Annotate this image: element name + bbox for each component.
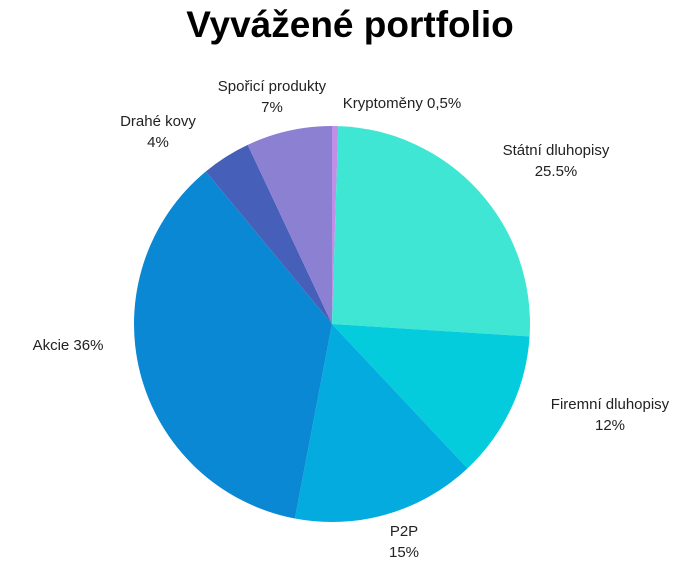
pie-slice-kryptomeny [332,126,339,324]
slice-label-statni-dluhopisy: Státní dluhopisy 25.5% [503,142,610,180]
chart-title: Vyvážené portfolio [186,4,514,45]
pie-slice-firemni-dluhopisy [332,324,530,469]
slice-label-p2p: P2P 15% [389,523,419,561]
slice-label-sporici-produkty: Spořicí produkty 7% [218,78,327,116]
pie-slice-sporici-produkty [247,126,332,324]
pie-slice-statni-dluhopisy [332,126,531,337]
pie-slice-drahe-kovy [205,144,332,324]
slice-label-firemni-dluhopisy: Firemní dluhopisy 12% [551,396,670,434]
slice-label-kryptomeny: Kryptoměny 0,5% [343,95,461,112]
pie-slice-p2p [294,324,468,522]
slice-label-drahe-kovy: Drahé kovy 4% [120,113,196,151]
slice-label-akcie: Akcie 36% [33,337,104,354]
pie-slice-akcie [134,171,332,519]
